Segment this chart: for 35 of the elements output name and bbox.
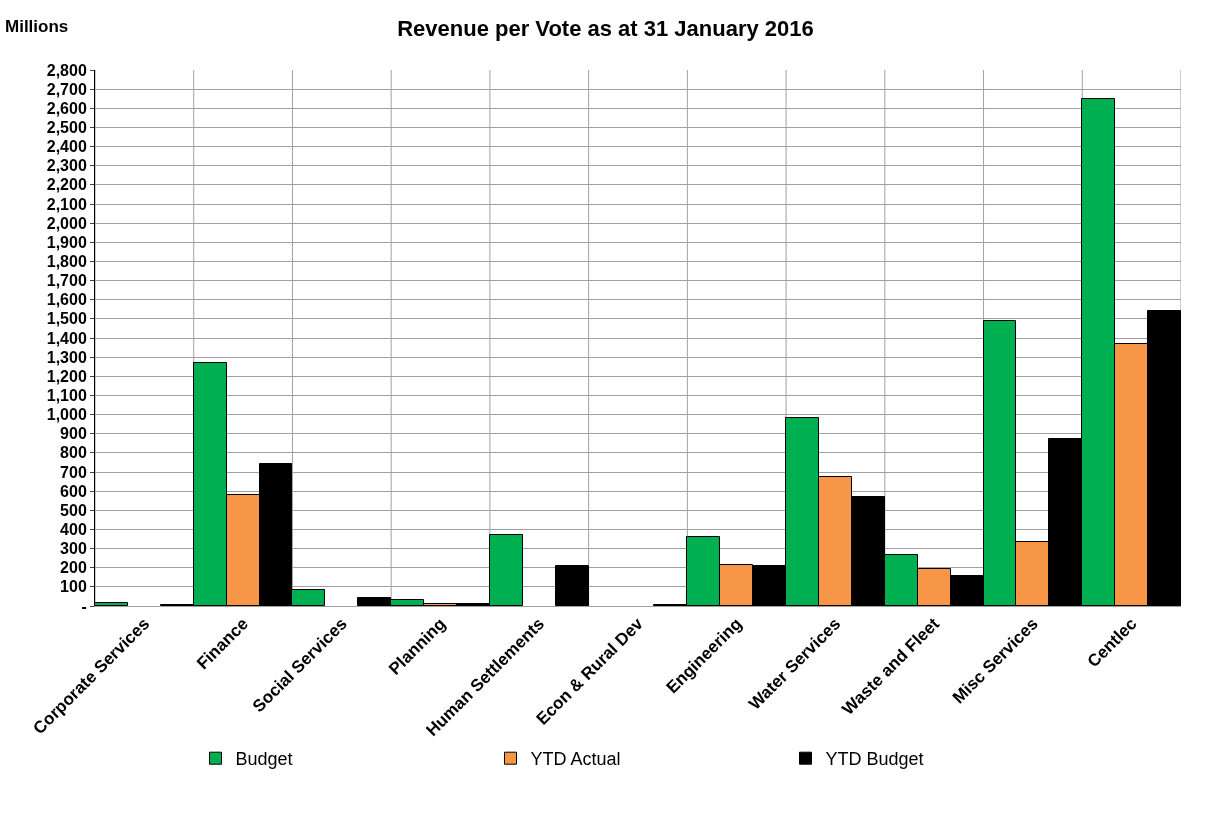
y-tick-label: 800	[60, 444, 87, 462]
y-tick-label: 1,500	[46, 310, 87, 328]
y-tick-label: 2,200	[46, 176, 87, 194]
y-tick-label: -	[81, 597, 87, 615]
y-tick-label: 1,400	[46, 329, 87, 347]
y-tick-label: 2,300	[46, 157, 87, 175]
y-tick-label: 300	[60, 540, 87, 558]
y-tick-label: 1,000	[46, 406, 87, 424]
y-tick-label: 1,600	[46, 291, 87, 309]
y-tick-label: 2,100	[46, 195, 87, 213]
y-tick-label: 1,700	[46, 272, 87, 290]
y-tick-label: 1,200	[46, 367, 87, 385]
y-tick-label: 600	[60, 482, 87, 500]
y-tick-label: 1,800	[46, 253, 87, 271]
y-tick-label: 400	[60, 521, 87, 539]
y-tick-label: 2,700	[46, 80, 87, 98]
bar	[555, 565, 589, 606]
y-tick-label: 2,400	[46, 138, 87, 156]
y-axis-title: Millions	[5, 17, 69, 36]
y-tick-label: 1,900	[46, 233, 87, 251]
y-tick-label: 1,300	[46, 348, 87, 366]
y-tick-label: 100	[60, 578, 87, 596]
y-tick-label: 2,800	[46, 61, 87, 79]
y-tick-label: 900	[60, 425, 87, 443]
y-tick-label: 700	[60, 463, 87, 481]
y-tick-label: 2,600	[46, 99, 87, 117]
legend-label: YTD Budget	[825, 749, 924, 770]
y-tick-label: 2,500	[46, 119, 87, 137]
y-tick-label: 1,100	[46, 387, 87, 405]
y-tick-label: 2,000	[46, 214, 87, 232]
legend-label: Budget	[235, 749, 293, 770]
chart-title: Revenue per Vote as at 31 January 2016	[397, 15, 814, 41]
y-tick-label: 200	[60, 559, 87, 577]
y-tick-label: 500	[60, 501, 87, 519]
legend-label: YTD Actual	[530, 749, 621, 770]
